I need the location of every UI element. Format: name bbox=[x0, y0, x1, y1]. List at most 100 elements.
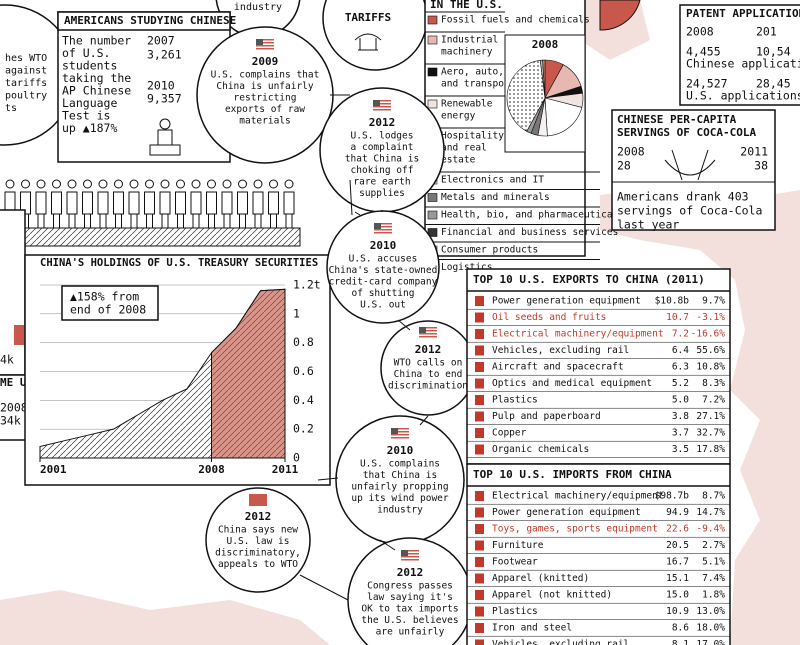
event-text: of shutting bbox=[352, 288, 415, 299]
legend-label: Aero, auto, bbox=[441, 67, 504, 78]
y-tick-label: 0.8 bbox=[293, 335, 314, 349]
legend-swatch bbox=[427, 35, 438, 45]
row-value: 10.9 bbox=[666, 606, 689, 617]
table-box bbox=[466, 463, 731, 645]
x-tick-label: 2011 bbox=[272, 463, 299, 476]
year-label: 2010 bbox=[147, 79, 175, 93]
person-icon bbox=[66, 191, 78, 232]
row-value: 15.0 bbox=[666, 590, 689, 601]
value-label: 4,455 bbox=[686, 45, 721, 59]
event-text: U.S. law is bbox=[227, 536, 290, 547]
event-text: tariffs bbox=[5, 78, 47, 89]
annotation: end of 2008 bbox=[70, 303, 146, 317]
person-icon bbox=[67, 179, 77, 189]
row-change: -16.6% bbox=[691, 329, 726, 340]
row-change: 9.7% bbox=[702, 296, 725, 307]
row-icon bbox=[475, 428, 484, 438]
person-icon bbox=[145, 179, 154, 189]
row-value: 6.4 bbox=[672, 345, 689, 356]
row-icon bbox=[475, 362, 484, 372]
flag-stripe bbox=[256, 48, 274, 50]
value-label: 9,357 bbox=[147, 92, 182, 106]
flag-stripe bbox=[256, 39, 274, 41]
row-label: Footwear bbox=[492, 557, 538, 568]
row-label: Chinese application bbox=[686, 57, 800, 71]
row-value: 15.1 bbox=[666, 573, 689, 584]
row-change: 13.0% bbox=[696, 606, 725, 617]
person-icon bbox=[252, 191, 264, 232]
row-label: Vehicles, excluding rail bbox=[492, 639, 629, 645]
row-icon bbox=[475, 491, 484, 501]
legend-label: Health, bio, and pharmaceuticals bbox=[441, 210, 624, 221]
y-tick-label: 0.4 bbox=[293, 393, 314, 407]
event-text: rare earth bbox=[353, 177, 410, 188]
event-year: 2009 bbox=[252, 55, 279, 68]
flag-stripe bbox=[419, 333, 437, 335]
row-label: Electrical machinery/equipment bbox=[492, 329, 664, 340]
person-icon bbox=[144, 191, 155, 232]
row-change: 32.7% bbox=[696, 428, 725, 439]
event-text: up its wind power bbox=[351, 493, 449, 504]
desk-row bbox=[0, 227, 301, 247]
row-change: 27.1% bbox=[696, 411, 725, 422]
legend-label: energy bbox=[441, 111, 476, 122]
flag-stripe bbox=[419, 327, 437, 329]
row-icon bbox=[475, 639, 484, 645]
row-label: Organic chemicals bbox=[492, 444, 589, 455]
row-icon bbox=[475, 345, 484, 356]
flag-canton bbox=[419, 327, 426, 333]
row-label: Power generation equipment bbox=[492, 507, 641, 518]
box-text: of U.S. bbox=[62, 46, 110, 60]
person-icon bbox=[51, 191, 62, 232]
y-tick-label: 1 bbox=[293, 306, 300, 320]
flag-stripe bbox=[401, 550, 419, 552]
row-value: 3.7 bbox=[672, 428, 689, 439]
value-label: 28,45 bbox=[756, 77, 791, 91]
legend-label: estate bbox=[441, 155, 476, 166]
event-text: against bbox=[5, 66, 47, 77]
row-value: 22.6 bbox=[666, 524, 689, 535]
connector-arrows bbox=[299, 94, 429, 601]
x-tick-label: 2001 bbox=[40, 463, 67, 476]
person-icon bbox=[83, 179, 92, 189]
person-icon bbox=[284, 179, 294, 189]
row-icon bbox=[475, 395, 484, 405]
year-label: 2007 bbox=[147, 34, 175, 48]
row-label: Copper bbox=[492, 428, 527, 439]
person-icon bbox=[191, 179, 201, 189]
row-label: Oil seeds and fruits bbox=[492, 312, 606, 323]
y-tick-label: 0.6 bbox=[293, 364, 314, 378]
event-text: unfairly propping bbox=[351, 482, 448, 493]
row-icon bbox=[475, 590, 484, 600]
event-text: ts bbox=[5, 103, 17, 114]
person-icon bbox=[5, 179, 15, 189]
person-icon bbox=[21, 179, 30, 189]
row-label: U.S. applications bbox=[686, 89, 800, 103]
flag-canton bbox=[374, 223, 381, 229]
person-icon bbox=[98, 179, 108, 189]
row-value: 6.3 bbox=[672, 362, 689, 373]
person-icon bbox=[97, 191, 109, 232]
info-box-header bbox=[57, 11, 231, 31]
tariff-icon bbox=[354, 33, 382, 51]
flag-stripe bbox=[374, 226, 392, 228]
flag-stripe bbox=[373, 106, 391, 108]
legend-label: Hospitality bbox=[441, 131, 504, 142]
event-year: 2010 bbox=[387, 444, 414, 457]
person-icon bbox=[82, 191, 93, 232]
flag-stripe bbox=[391, 434, 409, 436]
event-year: 2012 bbox=[245, 510, 272, 523]
coke-box bbox=[611, 109, 776, 231]
flag-stripe bbox=[373, 100, 391, 102]
row-icon bbox=[475, 444, 484, 455]
legend-swatch bbox=[427, 210, 438, 220]
row-value: $98.7b bbox=[655, 491, 690, 502]
legend-swatch bbox=[427, 193, 438, 202]
box-title: SERVINGS OF COCA-COLA bbox=[617, 126, 756, 139]
person-icon bbox=[114, 179, 123, 189]
value-label: 38 bbox=[754, 159, 768, 173]
legend-swatch bbox=[427, 15, 438, 25]
person-icon bbox=[268, 191, 279, 232]
row-value: 10.7 bbox=[666, 312, 689, 323]
row-icon bbox=[475, 557, 484, 567]
